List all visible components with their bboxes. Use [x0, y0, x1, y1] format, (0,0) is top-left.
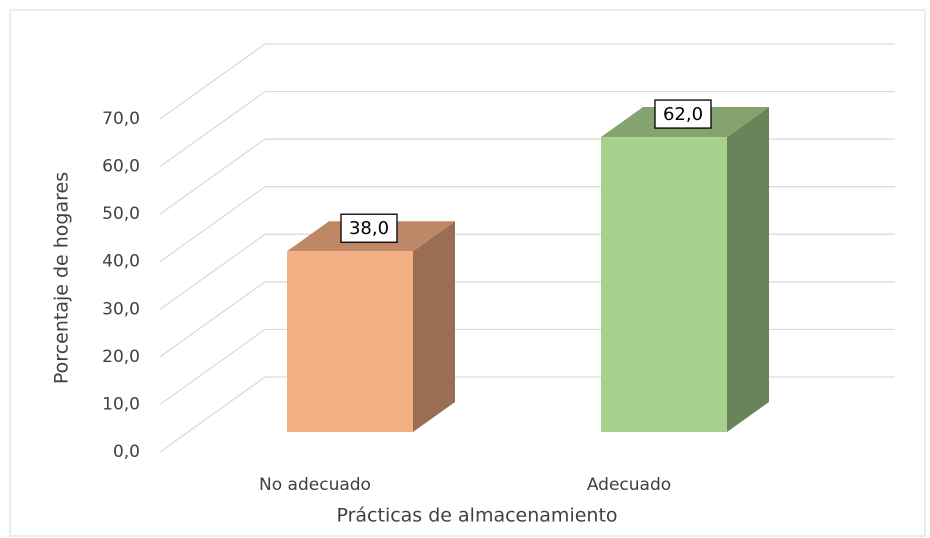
grid-line — [159, 43, 895, 120]
bar — [287, 221, 455, 432]
y-tick-label: 10,0 — [102, 394, 140, 414]
y-tick-label: 60,0 — [102, 157, 140, 177]
bar-side — [727, 107, 769, 433]
value-label: 38,0 — [349, 218, 389, 239]
x-tick-label: No adecuado — [259, 475, 371, 495]
bar-front — [287, 251, 413, 432]
y-axis-title: Porcentaje de hogares — [51, 172, 73, 384]
x-tick-label: Adecuado — [587, 475, 671, 495]
value-label: 62,0 — [663, 104, 703, 125]
y-tick-label: 50,0 — [102, 204, 140, 224]
value-label-box — [340, 213, 398, 243]
y-tick-label: 70,0 — [102, 109, 140, 129]
y-tick-label: 40,0 — [102, 252, 140, 272]
bar-front — [601, 137, 727, 433]
bar-side — [413, 221, 455, 432]
y-tick-label: 20,0 — [102, 347, 140, 367]
value-label-box — [654, 99, 712, 129]
y-tick-label: 30,0 — [102, 299, 140, 319]
chart-frame — [9, 9, 926, 537]
y-tick-label: 0,0 — [113, 442, 140, 462]
grid-line — [159, 90, 895, 168]
x-axis-title: Prácticas de almacenamiento — [336, 505, 617, 527]
bar — [601, 107, 769, 433]
